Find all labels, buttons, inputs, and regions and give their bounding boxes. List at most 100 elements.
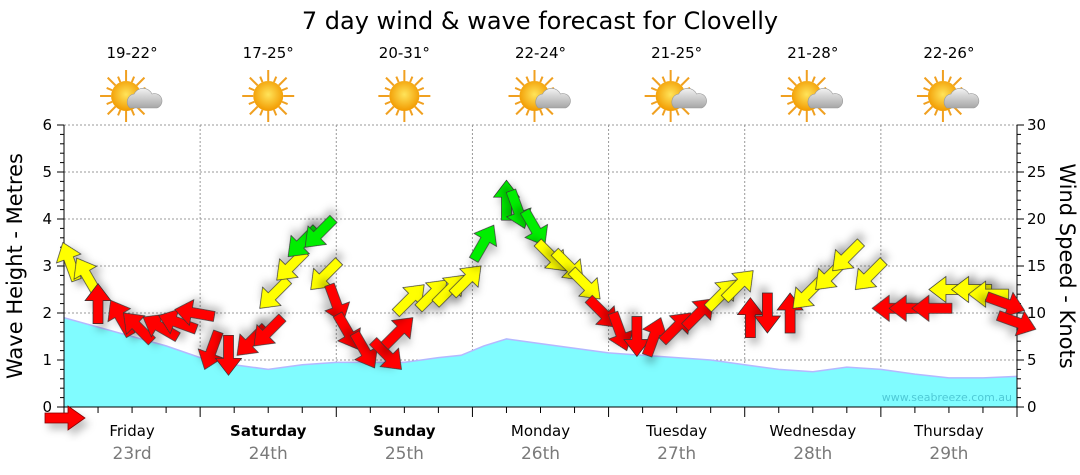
sun-ray [514,87,522,92]
sun-ray [259,109,264,116]
sun-ray [106,76,117,87]
y-tick-label: 5 [42,163,52,181]
sun-ray [933,76,939,83]
y2-axis-label: Wind Speed - Knots [1055,163,1079,368]
sun-ray [515,105,525,116]
wave-height-area [64,317,1017,407]
wind-arrow [369,337,402,370]
sun-ray [811,76,816,83]
sun-ray [409,109,414,116]
wind-arrow [324,282,351,323]
wind-arrow [681,298,714,332]
y2-tick-label: 20 [1027,210,1046,228]
temperature-range: 22-24° [515,44,566,62]
sun-ray [650,87,658,92]
y-tick-label: 0 [42,398,52,416]
sun-ray [539,109,544,116]
sun-ray [675,76,680,83]
y2-tick-label: 30 [1027,116,1046,134]
sunny-icon [242,70,295,122]
wind-arrow [584,294,618,328]
wind-arrow [720,270,754,303]
sun-ray [923,100,930,105]
wind-arrow [174,299,216,327]
y2-tick-label: 15 [1027,257,1046,275]
sun-ray [514,100,522,105]
wind-arrow [854,257,888,290]
y2-tick-label: 10 [1027,304,1046,322]
sun-ray [273,109,278,116]
sun-ray [787,87,794,92]
sun-ray [816,76,826,87]
temperature-range: 17-25° [243,44,294,62]
sun-ray [515,76,525,87]
day-label: Saturday [230,422,307,440]
wind-arrow [310,257,344,290]
sun-ray [675,109,680,116]
partly-cloudy-icon [508,70,571,122]
date-label: 29th [929,444,968,464]
sun-ray [385,76,395,87]
sun-ray [248,100,255,105]
wind-arrow [567,266,601,300]
y2-tick-label: 0 [1027,398,1037,416]
y2-tick-label: 5 [1027,351,1037,369]
sun-ray [923,87,930,92]
temperature-range: 19-22° [107,44,158,62]
sun-ray [414,105,424,116]
sun-ray [281,87,288,92]
chart-title: 7 day wind & wave forecast for Clovelly [302,7,778,35]
y-tick-label: 3 [42,257,52,275]
cloud [535,88,571,109]
cloud [126,88,163,109]
date-label: 26th [521,444,560,464]
sun-ray [797,109,802,116]
sun-ray [650,100,658,105]
wind-arrow [996,310,1037,337]
sun-ray [923,105,934,116]
sun-ray [249,76,259,87]
day-label: Friday [109,422,155,440]
sun-ray [539,76,544,83]
sun-ray [811,109,816,116]
day-label: Sunday [373,422,436,440]
sun-ray [384,87,391,92]
sun [389,81,420,111]
sun-ray [384,100,391,105]
sun-ray [278,105,288,116]
cloud [807,88,843,109]
cloud [943,88,980,109]
sun-ray [117,76,122,83]
sun-ray [409,76,414,83]
y-tick-label: 2 [42,304,52,322]
day-label: Tuesday [645,422,707,440]
partly-cloudy-icon [916,70,980,122]
wind-arrow [519,208,548,247]
sun-ray [414,76,424,87]
temperature-range: 21-25° [651,44,702,62]
day-label: Monday [511,422,570,440]
sun-ray [787,100,794,105]
wind-arrow [431,274,465,308]
wind-arrow [533,238,567,272]
sun-ray [273,76,278,83]
sun-ray [417,100,425,105]
y-axis-label: Wave Height - Metres [3,153,27,379]
y-tick-label: 1 [42,351,52,369]
wind-arrow [253,313,287,347]
sun-ray [385,105,395,116]
date-label: 24th [249,444,288,464]
wind-arrow [832,238,865,272]
sun-ray [651,105,661,116]
sun-ray [933,109,939,116]
sun [253,81,284,111]
sunny-icon [378,70,431,122]
sun-ray [680,76,690,87]
current-wind-arrow [44,405,86,431]
sun-ray [249,105,259,116]
sun-ray [106,100,113,105]
wind-arrow [658,312,692,346]
sun-ray [395,76,400,83]
